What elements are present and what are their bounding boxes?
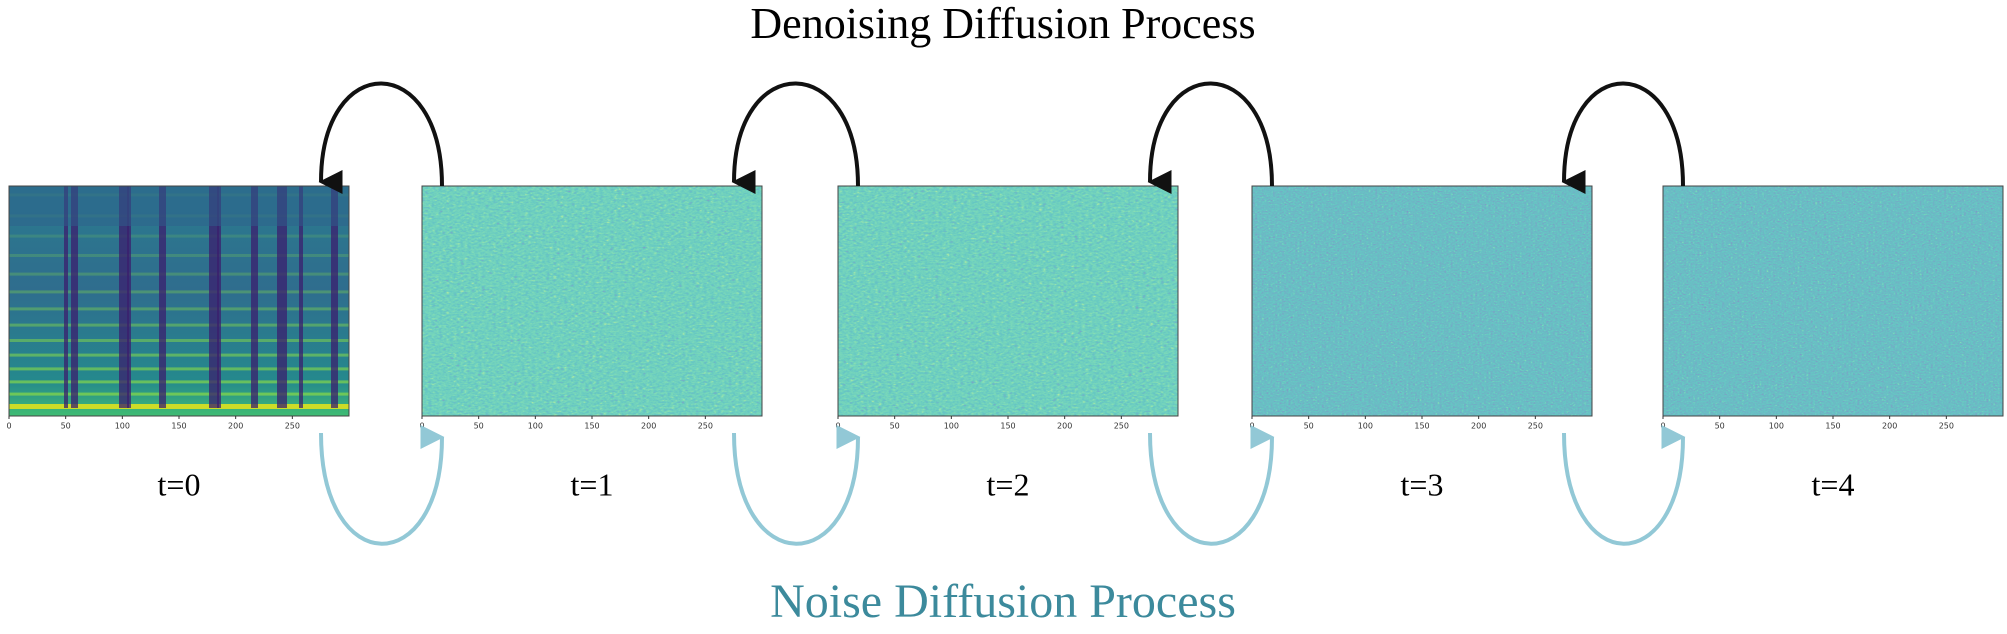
- harmonic: [9, 339, 349, 342]
- tick-label: 250: [698, 422, 713, 431]
- panels: 0 50 100 150 200 250 t=0 0 50 100 150 200 250 t=1 0 50 1…: [6, 185, 2004, 502]
- denoise-arrow: [318, 81, 444, 195]
- harmonic: [9, 367, 349, 371]
- silence-band: [119, 186, 129, 408]
- tick-label: 50: [890, 422, 900, 431]
- noise: [1252, 186, 1592, 416]
- top-shade: [9, 186, 349, 226]
- denoise-arrow: [731, 81, 860, 195]
- noise-arrow: [1148, 424, 1275, 546]
- bottom-title: Noise Diffusion Process: [770, 575, 1236, 628]
- step-label: t=0: [158, 466, 201, 502]
- harmonic: [9, 254, 349, 257]
- step-label: t=1: [571, 466, 614, 502]
- harmonic: [9, 272, 349, 276]
- silence-band: [127, 186, 131, 408]
- denoise-arrow: [1147, 81, 1274, 195]
- tick-label: 0: [419, 422, 424, 431]
- tick-label: 150: [1825, 422, 1840, 431]
- tick-label: 0: [6, 422, 11, 431]
- tick-label: 150: [584, 422, 599, 431]
- noise-arrow: [319, 424, 445, 546]
- arrows: [318, 81, 1686, 546]
- noise: [1663, 186, 2003, 416]
- tick-label: 150: [171, 422, 186, 431]
- harmonic: [9, 234, 349, 238]
- step-label: t=2: [987, 466, 1030, 502]
- tick-label: 100: [944, 422, 959, 431]
- harmonic: [9, 353, 349, 357]
- silence-band: [71, 186, 78, 408]
- tick-label: 100: [1358, 422, 1373, 431]
- tick-label: 50: [1715, 422, 1725, 431]
- silence-band: [209, 186, 219, 408]
- tick-label: 200: [228, 422, 243, 431]
- harmonic: [9, 380, 349, 384]
- silence-band: [159, 186, 166, 408]
- tick-label: 0: [1249, 422, 1254, 431]
- spectrogram-panel: 0 50 100 150 200 250 t=1: [419, 185, 763, 502]
- tick-label: 150: [1000, 422, 1015, 431]
- noise: [422, 186, 762, 416]
- step-label: t=4: [1812, 466, 1855, 502]
- tick-label: 100: [528, 422, 543, 431]
- tick-label: 0: [835, 422, 840, 431]
- tick-label: 250: [1939, 422, 1954, 431]
- noise-arrow: [732, 424, 861, 546]
- harmonic: [9, 323, 349, 327]
- step-label: t=3: [1401, 466, 1444, 502]
- tick-label: 0: [1660, 422, 1665, 431]
- tick-label: 100: [1769, 422, 1784, 431]
- harmonic: [9, 404, 349, 409]
- tick-label: 250: [1528, 422, 1543, 431]
- tick-label: 150: [1414, 422, 1429, 431]
- silence-band: [299, 186, 303, 408]
- silence-band: [277, 186, 287, 408]
- tick-label: 50: [61, 422, 71, 431]
- harmonic: [9, 307, 349, 311]
- tick-label: 200: [641, 422, 656, 431]
- spectrogram-panel: 0 50 100 150 200 250 t=2: [835, 185, 1179, 502]
- silence-band: [64, 186, 68, 408]
- tick-label: 100: [115, 422, 130, 431]
- silence-band: [217, 186, 221, 408]
- harmonic: [9, 290, 349, 294]
- silence-band: [331, 186, 338, 408]
- spectrogram-panel: 0 50 100 150 200 250 t=4: [1660, 185, 2004, 502]
- tick-label: 200: [1882, 422, 1897, 431]
- top-title: Denoising Diffusion Process: [750, 0, 1255, 48]
- harmonic: [9, 392, 349, 396]
- denoise-arrow: [1561, 81, 1685, 195]
- noise: [838, 186, 1178, 416]
- spectrogram-panel: 0 50 100 150 200 250 t=3: [1249, 185, 1593, 502]
- noise-arrow: [1562, 424, 1686, 546]
- tick-label: 200: [1057, 422, 1072, 431]
- tick-label: 250: [1114, 422, 1129, 431]
- silence-band: [251, 186, 258, 408]
- spectrogram-panel: 0 50 100 150 200 250 t=0: [6, 185, 350, 502]
- tick-label: 50: [1304, 422, 1314, 431]
- tick-label: 200: [1471, 422, 1486, 431]
- tick-label: 50: [474, 422, 484, 431]
- tick-label: 250: [285, 422, 300, 431]
